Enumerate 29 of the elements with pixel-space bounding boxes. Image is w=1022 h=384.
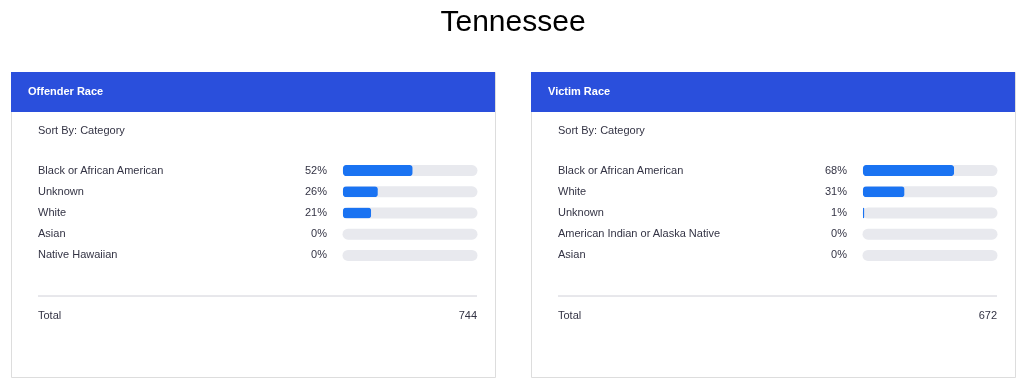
- text: Total: [558, 309, 582, 321]
- data-label: 0%: [311, 227, 328, 240]
- text: Tennessee: [440, 3, 586, 37]
- text: Sort By: Category: [38, 124, 126, 136]
- data-label: 68%: [824, 163, 848, 176]
- text: 744: [458, 309, 477, 321]
- y-tick-label: American Indian or Alaska Native: [558, 227, 721, 240]
- y-tick-label: Black or African American: [558, 163, 684, 176]
- y-tick-label: Native Hawaiian: [38, 248, 118, 261]
- data-label: 1%: [831, 206, 848, 218]
- text: 672: [978, 309, 997, 321]
- y-tick-label: Asian: [558, 248, 586, 261]
- text: Total: [38, 309, 62, 321]
- text: Offender Race: [28, 85, 104, 97]
- data-label: 21%: [304, 206, 328, 218]
- data-label: 31%: [824, 184, 848, 197]
- y-tick-label: Unknown: [558, 206, 604, 218]
- y-tick-label: Black or African American: [38, 163, 164, 176]
- text: Victim Race: [548, 85, 611, 97]
- data-label: 0%: [831, 248, 848, 261]
- data-label: 0%: [311, 248, 328, 261]
- data-label: 52%: [304, 163, 328, 176]
- y-tick-label: White: [38, 206, 67, 218]
- text: Sort By: Category: [558, 124, 646, 136]
- y-tick-label: Unknown: [38, 184, 84, 197]
- data-label: 0%: [831, 227, 848, 240]
- y-tick-label: Asian: [38, 227, 66, 240]
- y-tick-label: White: [558, 184, 587, 197]
- data-label: 26%: [304, 184, 328, 197]
